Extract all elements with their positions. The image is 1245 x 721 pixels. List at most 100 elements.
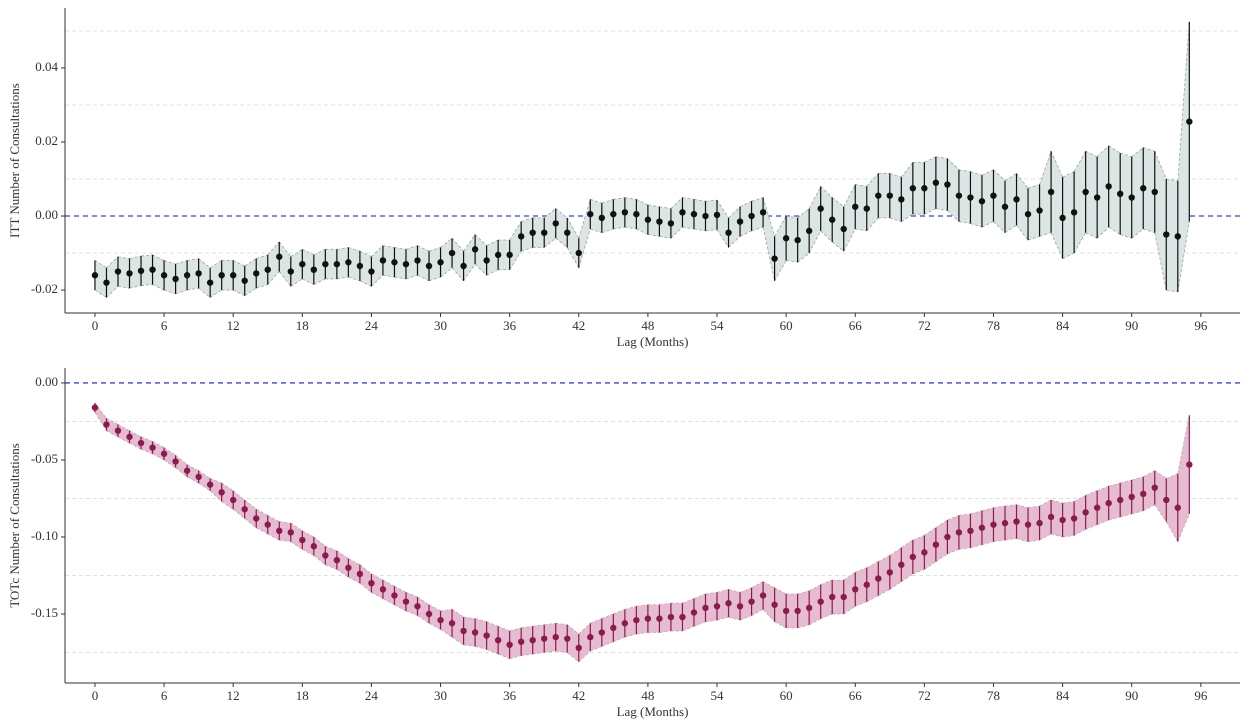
ci-band: [832, 580, 844, 614]
ci-band: [152, 254, 165, 291]
ci-band: [1166, 179, 1178, 292]
point: [483, 257, 490, 264]
ci-band-edge: [302, 278, 314, 285]
ci-band: [532, 217, 545, 248]
ci-band-edge: [405, 592, 418, 598]
point: [1093, 194, 1101, 201]
ci-band-edge: [463, 644, 476, 647]
point: [679, 613, 686, 621]
ci-band-edge: [843, 572, 856, 581]
ci-band: [728, 206, 741, 248]
ci-band-edge: [117, 424, 130, 432]
point: [805, 227, 813, 235]
ci-band: [1097, 486, 1109, 525]
ci-band: [279, 241, 291, 287]
x-tick-label: 30: [434, 318, 447, 333]
ci-band: [1016, 504, 1029, 542]
ci-band-edge: [912, 568, 925, 575]
point: [103, 421, 110, 428]
point: [310, 543, 318, 550]
point: [1082, 188, 1089, 196]
point: [794, 607, 801, 615]
ci-band-edge: [163, 260, 176, 265]
ci-band-edge: [901, 573, 914, 582]
point: [529, 636, 536, 644]
point: [633, 616, 640, 624]
ci-band-edge: [1027, 539, 1040, 542]
ci-band: [740, 201, 752, 237]
ci-band: [912, 535, 925, 574]
ci-band-edge: [1085, 524, 1098, 530]
ci-band-edge: [279, 539, 291, 542]
ci-band-edge: [624, 226, 637, 230]
ci-band: [302, 249, 314, 285]
ci-band-edge: [521, 247, 533, 252]
ci-band: [636, 199, 648, 235]
ci-band-edge: [590, 228, 602, 234]
point: [771, 255, 778, 262]
point: [287, 529, 294, 536]
ci-band: [832, 197, 844, 252]
ci-band: [429, 604, 441, 630]
ci-band-edge: [348, 276, 361, 282]
ci-band-edge: [152, 284, 165, 291]
ci-band: [751, 581, 764, 616]
ci-band-edge: [670, 197, 683, 209]
ci-band-edge: [94, 289, 107, 298]
x-tick-label: 60: [780, 688, 793, 703]
ci-band: [198, 470, 211, 491]
ci-band: [774, 216, 787, 281]
ci-band-edge: [924, 527, 937, 536]
ci-band-edge: [290, 522, 303, 532]
point: [126, 433, 133, 441]
ci-band: [267, 241, 280, 285]
ci-band-edge: [555, 208, 568, 219]
x-tick-label: 72: [918, 688, 931, 703]
ci-band: [1120, 153, 1132, 239]
ci-band-edge: [820, 230, 833, 243]
ci-band-edge: [590, 645, 602, 652]
point: [460, 627, 467, 635]
ci-band-edge: [1165, 521, 1179, 542]
ci-band-edge: [889, 217, 902, 222]
ci-band-edge: [394, 585, 407, 593]
ci-band-edge: [382, 274, 395, 278]
ci-band: [1085, 490, 1098, 530]
ci-band: [359, 251, 372, 287]
ci-band-edge: [509, 627, 522, 632]
ci-band-edge: [1085, 490, 1098, 496]
ci-band: [290, 523, 303, 550]
ci-band-edge: [1085, 150, 1098, 158]
point: [356, 262, 364, 270]
point: [379, 586, 387, 593]
ci-band: [1039, 500, 1052, 541]
ci-band-edge: [348, 558, 361, 566]
ci-band: [129, 430, 142, 450]
ci-band: [394, 247, 406, 279]
ci-band: [1131, 476, 1144, 514]
ci-band: [256, 509, 268, 534]
y-tick-label: -0.15: [31, 605, 58, 620]
point: [253, 515, 260, 522]
ci-band-edge: [716, 199, 729, 219]
point: [1082, 509, 1089, 516]
ci-band-edge: [463, 616, 476, 620]
ci-band: [670, 603, 683, 631]
ci-band-edge: [382, 579, 395, 587]
point: [218, 489, 225, 496]
point: [1024, 521, 1032, 528]
point: [333, 556, 341, 564]
ci-band: [993, 169, 1005, 233]
ci-band: [152, 441, 165, 460]
ci-band: [866, 173, 879, 231]
point: [990, 521, 997, 528]
ci-band-edge: [509, 221, 522, 241]
ci-band-edge: [544, 650, 556, 653]
x-tick-label: 18: [296, 688, 309, 703]
ci-band-edge: [981, 169, 994, 176]
ci-band-edge: [751, 581, 764, 589]
ci-band-edge: [163, 289, 176, 295]
ci-band-edge: [924, 208, 937, 215]
point: [552, 220, 559, 227]
point: [955, 529, 963, 536]
